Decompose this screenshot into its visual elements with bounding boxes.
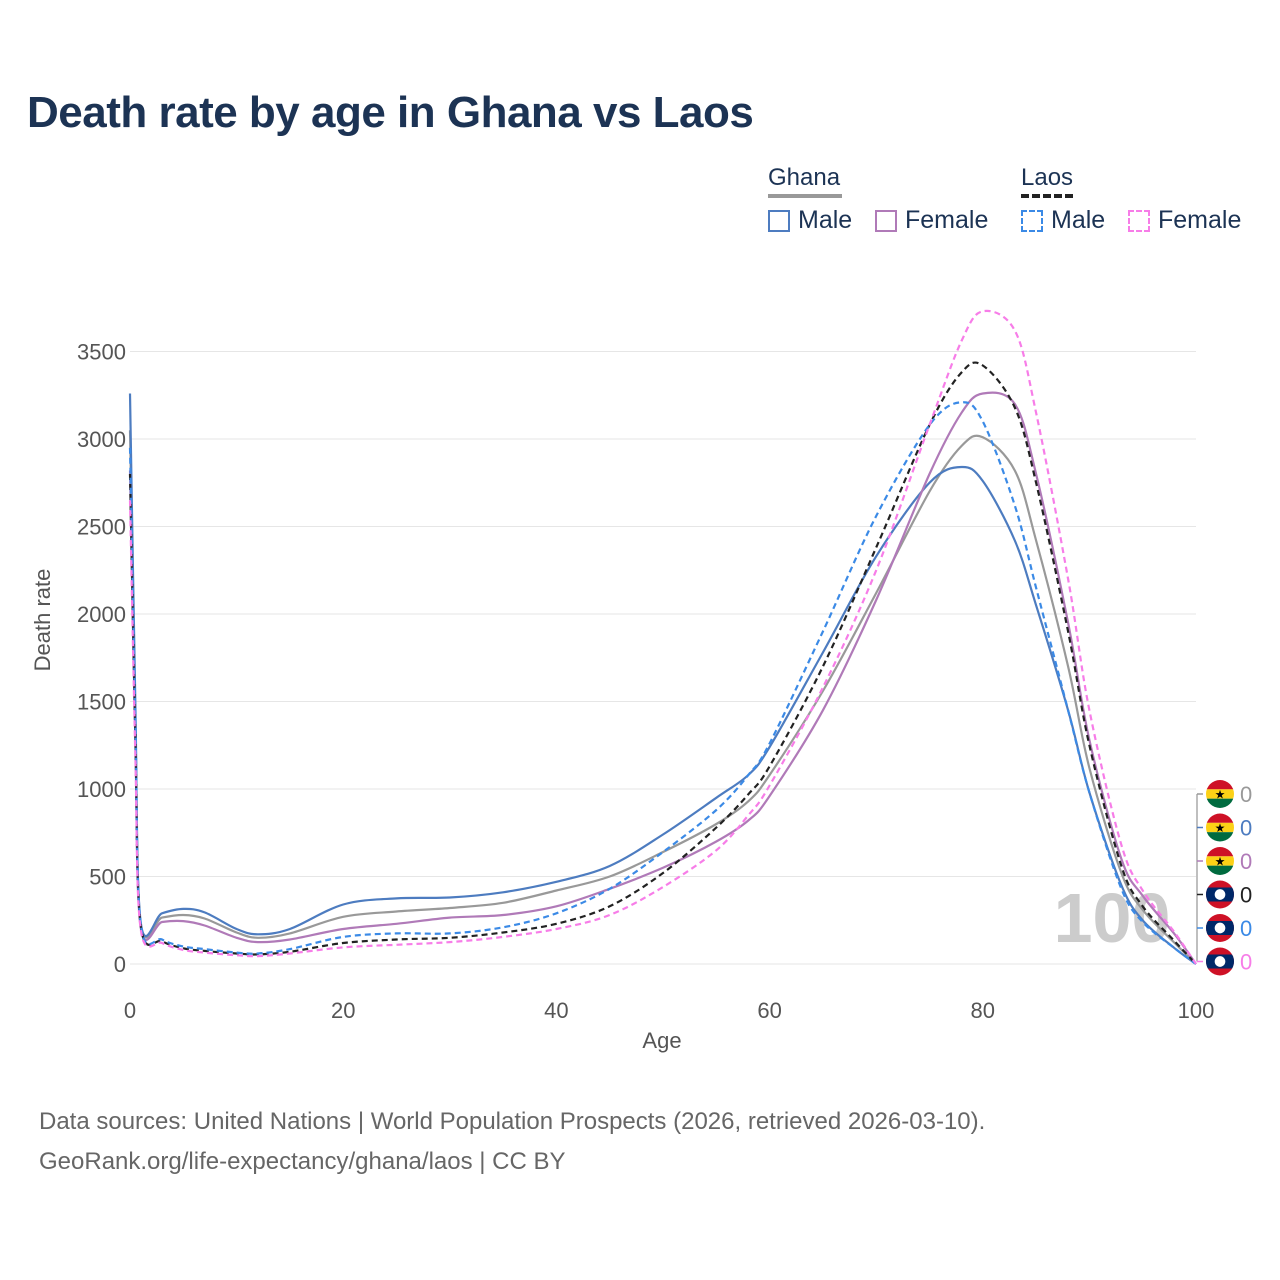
x-tick-label: 0: [124, 998, 136, 1023]
legend-item-ghana-male[interactable]: Male: [768, 206, 852, 235]
legend-swatch: [1021, 209, 1043, 232]
y-tick-label: 500: [89, 865, 126, 890]
y-tick-label: 2000: [77, 602, 126, 627]
legend-swatch: [875, 209, 897, 232]
x-tick-label: 80: [971, 998, 995, 1023]
y-tick-label: 0: [114, 952, 126, 977]
legend-ghana-line: [768, 194, 842, 198]
legend-label: Female: [1158, 206, 1242, 234]
legend-label: Male: [798, 206, 853, 234]
series-line[interactable]: [128, 430, 1197, 965]
legend-group-laos[interactable]: Laos: [1021, 164, 1074, 191]
y-tick-label: 3500: [77, 340, 126, 365]
series-lines: [128, 309, 1197, 965]
chart-title: Death rate by age in Ghana vs Laos: [27, 88, 754, 137]
series-line[interactable]: [128, 401, 1197, 965]
legend-swatch: [768, 209, 790, 232]
end-value-label: 0: [1240, 816, 1252, 841]
legend-item-laos-female[interactable]: Female: [1128, 206, 1241, 235]
laos-flag-icon: [1206, 947, 1234, 976]
source-text: Data sources: United Nations | World Pop…: [39, 1108, 986, 1135]
source-link[interactable]: GeoRank.org/life-expectancy/ghana/laos |…: [39, 1148, 566, 1175]
legend-group-ghana[interactable]: Ghana: [768, 164, 841, 191]
end-value-label: 0: [1240, 883, 1252, 908]
y-tick-label: 1000: [77, 777, 126, 802]
x-tick-label: 20: [331, 998, 355, 1023]
y-tick-label: 1500: [77, 690, 126, 715]
gridlines: [130, 351, 1196, 965]
legend-swatch: [1128, 209, 1150, 232]
ghana-flag-icon: ★: [1206, 847, 1234, 875]
end-value-label: 0: [1240, 782, 1252, 807]
legend-label: Female: [905, 206, 989, 234]
x-axis-ticks: 0 20 40 60 80 100: [124, 998, 1214, 1023]
svg-text:★: ★: [1215, 788, 1226, 802]
x-tick-label: 100: [1178, 998, 1215, 1023]
x-tick-label: 60: [757, 998, 781, 1023]
year-watermark: 100: [1054, 879, 1171, 957]
svg-text:★: ★: [1215, 855, 1226, 869]
series-line[interactable]: [128, 361, 1197, 965]
end-value-label: 0: [1240, 849, 1252, 874]
end-labels: ★ 0 ★ 0 ★ 0 0 0 0: [1196, 780, 1252, 976]
series-line[interactable]: [128, 309, 1197, 965]
series-line[interactable]: [128, 391, 1197, 965]
legend-label: Male: [1051, 206, 1106, 234]
laos-flag-icon: [1206, 880, 1234, 909]
x-axis-label: Age: [642, 1028, 681, 1053]
y-tick-label: 3000: [77, 427, 126, 452]
series-line[interactable]: [128, 393, 1197, 965]
laos-flag-icon: [1206, 914, 1234, 942]
end-value-label: 0: [1240, 950, 1252, 975]
legend-item-ghana-female[interactable]: Female: [875, 206, 988, 235]
legend-laos-line: [1021, 194, 1073, 198]
ghana-flag-icon: ★: [1206, 780, 1234, 808]
y-axis-ticks: 0 500 1000 1500 2000 2500 3000 3500: [77, 340, 126, 978]
y-axis-label: Death rate: [30, 569, 55, 672]
svg-text:★: ★: [1215, 821, 1226, 835]
x-tick-label: 40: [544, 998, 568, 1023]
legend-item-laos-male[interactable]: Male: [1021, 206, 1105, 235]
y-tick-label: 2500: [77, 515, 126, 540]
end-value-label: 0: [1240, 916, 1252, 941]
ghana-flag-icon: ★: [1206, 813, 1234, 842]
